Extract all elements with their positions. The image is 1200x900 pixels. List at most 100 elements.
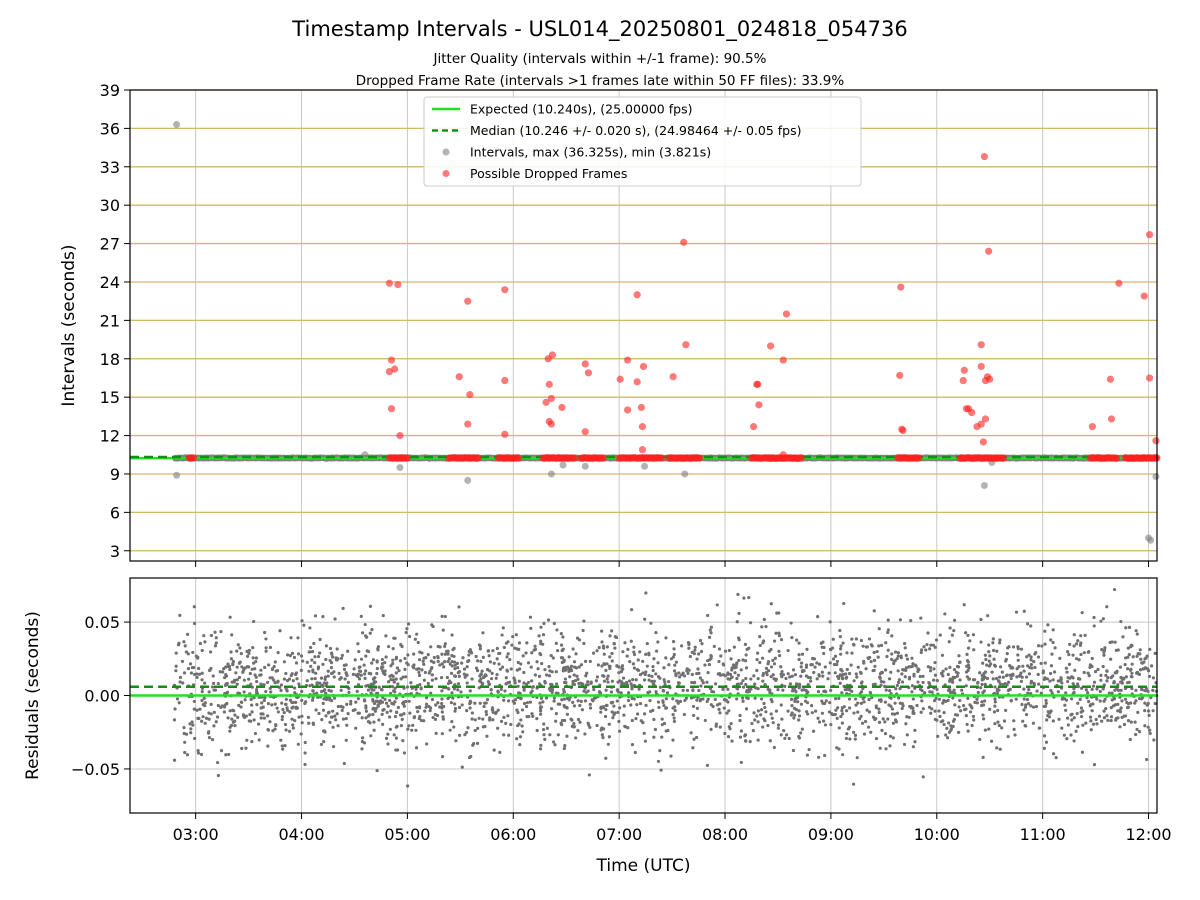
residual-point <box>394 671 398 675</box>
residual-point <box>946 672 950 677</box>
residual-point <box>669 754 673 758</box>
residual-point <box>726 735 731 739</box>
residual-point <box>719 654 723 658</box>
residual-point <box>955 674 960 678</box>
residual-point <box>817 673 821 677</box>
residual-point <box>315 681 319 685</box>
residual-point <box>1104 673 1108 678</box>
residual-point <box>537 634 541 638</box>
residual-point <box>587 773 591 777</box>
residual-point <box>1109 719 1113 723</box>
residual-point <box>789 697 794 701</box>
residual-point <box>810 711 814 715</box>
residual-point <box>1097 714 1102 718</box>
residual-point <box>993 697 997 701</box>
residual-point <box>766 660 771 664</box>
residual-point <box>261 712 265 716</box>
residual-point <box>369 672 373 676</box>
residual-point <box>233 713 237 717</box>
dropped-frame-point <box>657 454 666 462</box>
residual-point <box>356 697 360 701</box>
residual-point <box>966 660 970 664</box>
residual-point <box>231 720 235 724</box>
residual-point <box>478 647 482 651</box>
residual-point <box>588 659 592 664</box>
residual-point <box>660 735 664 739</box>
residual-point <box>743 734 747 738</box>
residual-point <box>884 747 888 751</box>
residual-point <box>321 708 326 712</box>
residual-point <box>440 701 444 706</box>
residual-point <box>1105 669 1109 673</box>
residual-point <box>495 657 499 661</box>
residual-point <box>525 715 529 719</box>
residual-point <box>1035 689 1039 693</box>
residual-point <box>201 715 205 719</box>
residual-point <box>284 671 288 676</box>
residual-point <box>321 615 325 619</box>
residual-point <box>314 708 318 712</box>
residual-point <box>1134 688 1138 692</box>
dropped-frame-point <box>669 373 677 381</box>
residual-point <box>297 715 301 719</box>
residual-point <box>672 716 676 720</box>
residual-point <box>1051 640 1055 645</box>
residual-point <box>245 738 249 742</box>
residual-point <box>662 678 666 682</box>
residual-point <box>735 620 739 624</box>
residual-point <box>407 724 411 728</box>
residual-point <box>674 673 678 678</box>
residual-point <box>891 721 896 725</box>
residual-point <box>368 631 372 635</box>
residual-point <box>979 640 983 644</box>
residual-point <box>1036 672 1040 677</box>
residual-point <box>295 677 299 681</box>
residual-point <box>696 716 700 720</box>
residual-point <box>537 674 542 678</box>
residual-point <box>467 649 471 654</box>
residual-point <box>360 736 365 740</box>
residual-point <box>1076 639 1080 643</box>
residual-point <box>1151 676 1156 680</box>
residual-point <box>1112 680 1116 685</box>
residual-point <box>799 665 803 669</box>
residual-point <box>790 689 795 693</box>
residual-point <box>1098 699 1102 703</box>
residual-point <box>285 679 290 683</box>
residual-point <box>1113 688 1117 692</box>
residual-point <box>507 733 511 737</box>
residual-point <box>664 656 668 660</box>
residual-point <box>879 643 884 648</box>
residual-point <box>440 662 444 666</box>
residual-point <box>280 714 284 719</box>
residual-point <box>1029 658 1033 662</box>
residual-point <box>470 677 474 681</box>
residual-point <box>484 710 488 714</box>
residual-point <box>340 708 344 712</box>
residual-point <box>1051 678 1055 682</box>
residual-point <box>423 670 427 675</box>
residual-point <box>1064 708 1068 712</box>
residual-point <box>346 680 351 684</box>
residual-point <box>812 657 817 661</box>
residual-point <box>538 701 542 705</box>
residual-point <box>606 674 610 678</box>
residual-point <box>892 659 896 663</box>
dropped-frame-point <box>403 454 411 462</box>
residual-point <box>529 665 533 669</box>
residual-point <box>572 722 576 726</box>
residual-point <box>1139 657 1143 661</box>
residual-point <box>270 703 274 707</box>
residual-point <box>689 731 693 735</box>
residual-point <box>991 637 995 641</box>
residual-point <box>1016 658 1020 662</box>
residual-point <box>948 665 952 669</box>
residual-point <box>627 679 632 683</box>
residual-point <box>723 731 727 736</box>
residual-point <box>1135 632 1139 636</box>
residual-point <box>303 762 307 767</box>
residual-point <box>1090 687 1094 691</box>
residual-point <box>515 737 519 741</box>
residual-point <box>364 716 368 720</box>
residual-point <box>603 714 608 719</box>
